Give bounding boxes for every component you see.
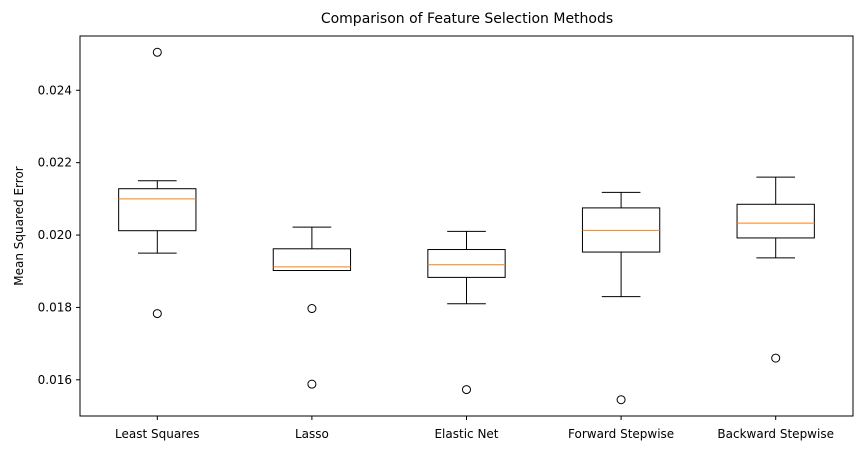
x-tick-label: Lasso — [295, 427, 329, 441]
outlier-point — [307, 304, 317, 314]
outlier-point — [152, 47, 162, 57]
outlier-point — [462, 385, 471, 395]
outlier-point — [307, 379, 317, 389]
x-tick-label: Forward Stepwise — [568, 427, 674, 441]
x-tick-label: Least Squares — [115, 427, 199, 441]
x-tick-label: Backward Stepwise — [717, 427, 834, 441]
x-tick-label: Elastic Net — [434, 427, 498, 441]
outlier-point — [616, 395, 626, 405]
chart-title: Comparison of Feature Selection Methods — [321, 11, 613, 27]
y-tick-label: 0.022 — [38, 156, 72, 170]
outlier-point — [771, 353, 781, 363]
box — [736, 203, 815, 239]
y-tick-label: 0.024 — [38, 83, 72, 97]
y-tick-label: 0.018 — [38, 300, 72, 314]
y-axis-label: Mean Squared Error — [12, 166, 26, 286]
y-tick-label: 0.020 — [38, 228, 72, 242]
plot-area: 0.016 0.018 0.020 0.022 0.024 Least Squares La… — [38, 35, 854, 441]
outlier-point — [152, 309, 162, 319]
box — [118, 188, 197, 232]
y-tick-label: 0.016 — [38, 373, 72, 387]
box — [427, 249, 506, 278]
box — [272, 248, 352, 272]
